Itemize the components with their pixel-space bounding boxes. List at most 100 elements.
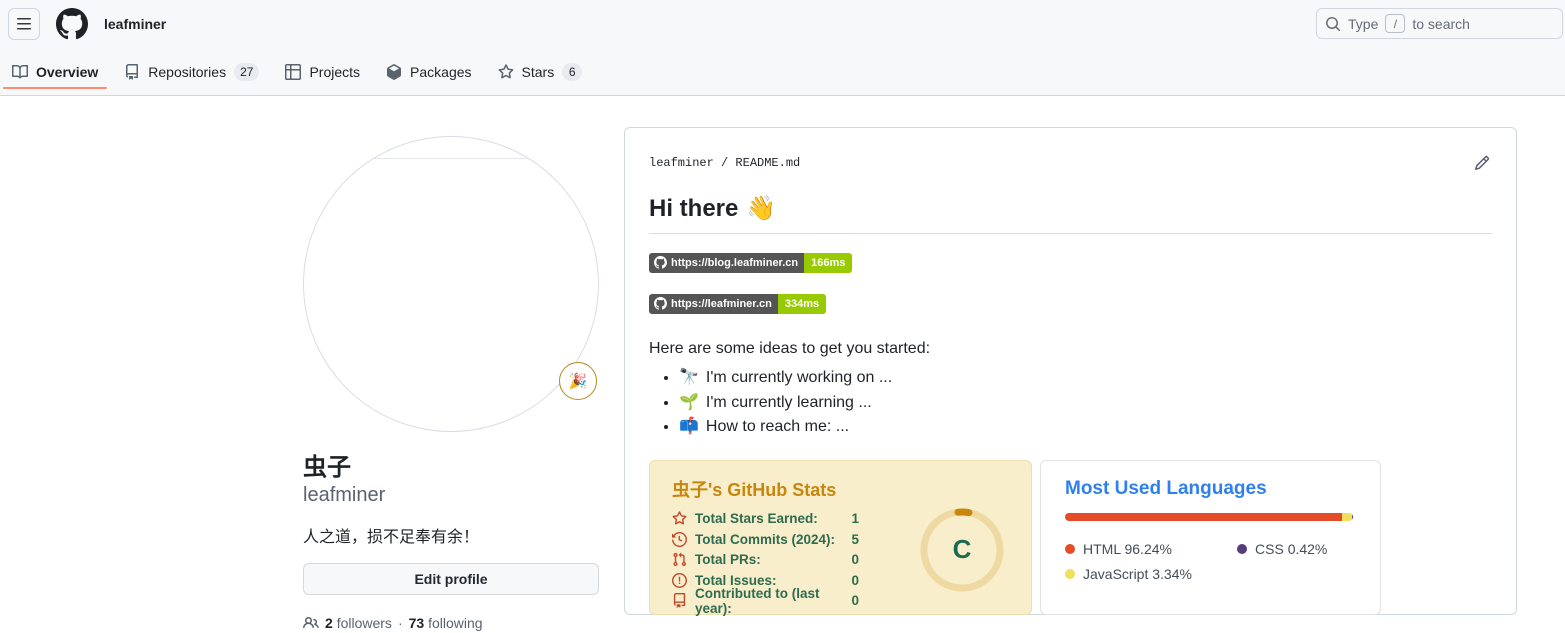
tab-repositories-label: Repositories <box>148 63 227 80</box>
app-header: leafminer Type / to search <box>0 0 1565 48</box>
stars-counter: 6 <box>562 62 583 81</box>
edit-readme-button[interactable] <box>1472 153 1492 173</box>
stat-row: Total Issues: 0 <box>672 572 859 588</box>
package-icon <box>386 63 402 80</box>
search-input[interactable]: Type / to search <box>1316 8 1563 39</box>
avatar-wrap: 🎉 <box>303 136 599 432</box>
stat-value: 1 <box>851 511 859 526</box>
legend-name: CSS <box>1255 540 1284 557</box>
readme-title-text: Hi there <box>649 195 739 222</box>
readme-card: leafminer / README.md Hi there 👋 https://… <box>624 127 1517 616</box>
star-icon <box>498 63 514 80</box>
history-icon <box>672 531 687 547</box>
github-logo[interactable] <box>56 8 88 40</box>
list-item-text: I'm currently learning ... <box>705 393 872 411</box>
legend-name: HTML <box>1083 540 1121 557</box>
profile-sidebar: 🎉 虫子 leafminer 人之道，损不足奉有余！ Edit profile … <box>303 136 599 631</box>
badge-label: https://blog.leafminer.cn <box>671 256 799 269</box>
wave-emoji-icon: 👋 <box>746 195 777 222</box>
tab-repositories[interactable]: Repositories 27 <box>115 48 268 95</box>
tab-packages[interactable]: Packages <box>377 48 480 95</box>
stat-label: Total Stars Earned: <box>695 511 818 526</box>
top-languages-card[interactable]: Most Used Languages HTML 96.24% CSS 0.42… <box>1040 459 1381 615</box>
legend-percent: 0.42% <box>1287 540 1328 557</box>
github-mark-icon <box>56 8 88 40</box>
tab-packages-label: Packages <box>410 63 472 80</box>
blog-uptime-badge[interactable]: https://blog.leafminer.cn 166ms <box>649 252 853 273</box>
followers-link[interactable]: 2 followers <box>325 615 392 631</box>
list-item-text: How to reach me: ... <box>705 418 850 435</box>
repositories-counter: 27 <box>234 62 260 81</box>
stat-value: 0 <box>851 552 859 568</box>
avatar[interactable] <box>303 136 599 432</box>
tab-overview-label: Overview <box>36 63 99 80</box>
bar-segment-javascript <box>1342 512 1352 521</box>
stat-label: Total Commits (2024): <box>695 531 836 547</box>
readme-file-path: leafminer / README.md <box>649 156 801 170</box>
stats-rows: Total Stars Earned: 1 Total Commits (202… <box>672 511 859 616</box>
legend-percent: 3.34% <box>1152 565 1192 582</box>
issue-icon <box>672 572 687 588</box>
pull-request-icon <box>672 552 687 567</box>
list-item: 🔭 I'm currently working on ... <box>679 366 1492 391</box>
stat-value: 0 <box>851 593 859 609</box>
search-placeholder-prefix: Type <box>1348 15 1379 32</box>
avatar-inner-line <box>304 158 598 159</box>
hamburger-menu-button[interactable] <box>8 8 40 40</box>
repo-icon <box>672 593 687 609</box>
bar-segment-html <box>1065 512 1343 521</box>
stat-label: Total PRs: <box>695 552 761 568</box>
telescope-emoji-icon: 🔭 <box>679 369 699 386</box>
three-bars-icon <box>16 16 32 32</box>
followers-count: 2 <box>325 615 333 631</box>
readme-embeds: 虫子's GitHub Stats Total Stars Earned: 1 … <box>649 459 1492 616</box>
github-stats-card[interactable]: 虫子's GitHub Stats Total Stars Earned: 1 … <box>649 459 1032 616</box>
javascript-dot-icon <box>1065 568 1075 579</box>
badge-value: 334ms <box>777 293 827 314</box>
header-username[interactable]: leafminer <box>104 16 167 32</box>
pencil-icon <box>1474 155 1490 171</box>
site-uptime-badge[interactable]: https://leafminer.cn 334ms <box>649 293 827 314</box>
following-link[interactable]: 73 following <box>409 615 483 631</box>
profile-name: 虫子 <box>303 454 351 481</box>
badge-label: https://leafminer.cn <box>671 297 772 310</box>
follow-separator: · <box>397 615 403 631</box>
profile-bio: 人之道，损不足奉有余！ <box>303 529 480 546</box>
tab-projects-label: Projects <box>309 63 361 80</box>
search-placeholder-suffix: to search <box>1412 15 1470 32</box>
star-icon <box>672 511 687 526</box>
status-badge[interactable]: 🎉 <box>559 362 597 400</box>
following-count: 73 <box>408 615 425 631</box>
stat-value: 5 <box>851 531 859 547</box>
rank-letter: C <box>952 534 972 564</box>
tab-overview[interactable]: Overview <box>3 48 108 95</box>
followers-label: followers <box>336 615 392 631</box>
legend-item-html: HTML 96.24% <box>1065 541 1237 557</box>
slash-key-hint: / <box>1385 14 1406 33</box>
github-mark-icon <box>654 256 667 269</box>
list-item-text: I'm currently working on ... <box>705 369 893 386</box>
html-dot-icon <box>1065 543 1075 554</box>
list-item: 📫 How to reach me: ... <box>679 415 1492 440</box>
readme-file-row: leafminer / README.md <box>649 153 1492 173</box>
stat-row: Contributed to (last year): 0 <box>672 586 859 616</box>
legend-item-css: CSS 0.42% <box>1237 541 1356 557</box>
stat-row: Total Stars Earned: 1 <box>672 511 859 527</box>
badge-value: 166ms <box>804 252 853 273</box>
tab-stars[interactable]: Stars 6 <box>489 48 592 95</box>
readme-list: 🔭 I'm currently working on ... 🌱 I'm curre… <box>649 366 1492 440</box>
mailbox-emoji-icon: 📫 <box>679 418 699 435</box>
following-label: following <box>428 615 483 631</box>
readme-badges: https://blog.leafminer.cn 166ms https://… <box>649 242 1492 324</box>
github-mark-icon <box>654 297 667 310</box>
edit-profile-button[interactable]: Edit profile <box>303 563 599 595</box>
profile-nav: Overview Repositories 27 Projects Packag… <box>0 48 1565 96</box>
seedling-emoji-icon: 🌱 <box>679 393 699 411</box>
tab-projects[interactable]: Projects <box>276 48 369 95</box>
legend-percent: 96.24% <box>1124 540 1172 557</box>
readme-title: Hi there 👋 <box>649 194 1492 234</box>
tab-stars-label: Stars <box>521 63 555 80</box>
readme-intro: Here are some ideas to get you started: <box>649 340 931 357</box>
stats-title: 虫子's GitHub Stats <box>672 479 837 500</box>
followers-row: 2 followers · 73 following <box>303 615 599 631</box>
